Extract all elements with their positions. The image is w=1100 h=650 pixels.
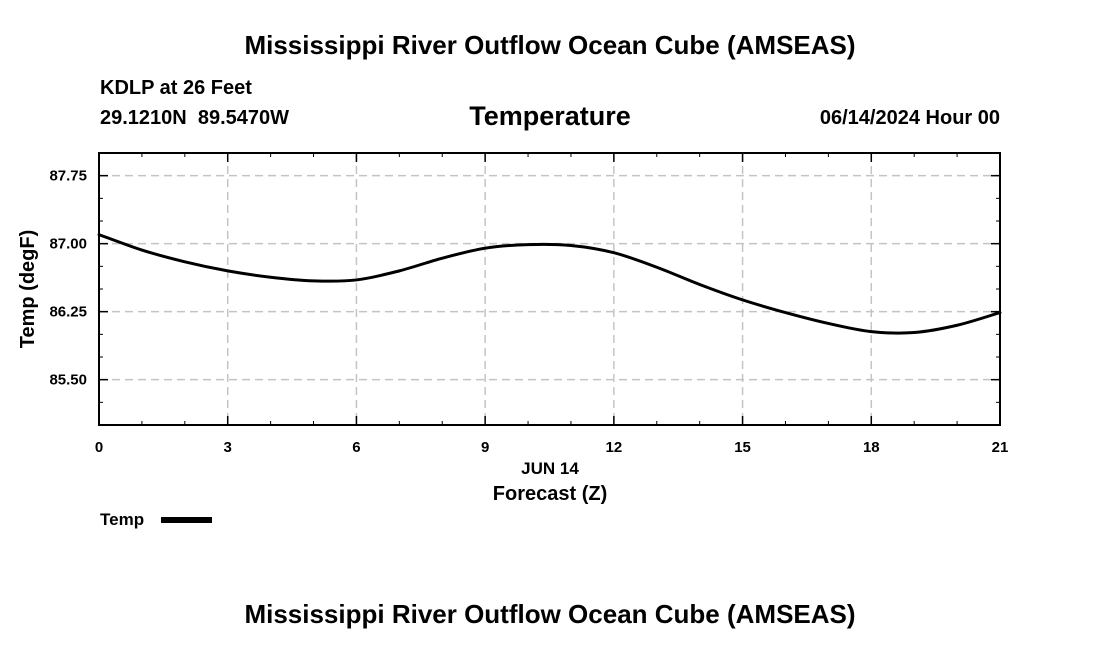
x-tick-label: 18 [863, 439, 880, 456]
coordinates-label: 29.1210N 89.5470W [100, 107, 290, 129]
station-label: KDLP at 26 Feet [100, 77, 252, 99]
y-tick-label: 87.00 [49, 236, 87, 253]
x-tick-label: 3 [224, 439, 232, 456]
main-title: Mississippi River Outflow Ocean Cube (AM… [244, 30, 856, 60]
series-line-temp [97, 233, 1002, 335]
y-axis-label: Temp (degF) [17, 230, 39, 349]
x-tick-label: 21 [992, 439, 1009, 456]
y-axis-ticks: 85.50 86.25 87.00 87.75 [49, 168, 1000, 389]
x-axis-ticks: 0 3 6 9 12 15 18 21 [95, 153, 1009, 456]
minor-ticks [99, 153, 1000, 425]
x-axis-label: Forecast (Z) [493, 483, 607, 505]
y-tick-label: 87.75 [49, 168, 87, 185]
footer-title: Mississippi River Outflow Ocean Cube (AM… [244, 599, 856, 629]
x-tick-label: 6 [352, 439, 360, 456]
legend-label-temp: Temp [100, 510, 144, 529]
grid-lines [99, 153, 1000, 425]
x-tick-label: 12 [606, 439, 623, 456]
y-tick-label: 85.50 [49, 372, 87, 389]
datetime-label: 06/14/2024 Hour 00 [819, 107, 1000, 129]
series-layer [97, 233, 1002, 335]
plot-frame [98, 152, 1001, 426]
variable-title: Temperature [469, 101, 631, 131]
x-axis-sublabel: JUN 14 [521, 459, 579, 478]
y-tick-label: 86.25 [49, 304, 87, 321]
x-tick-label: 15 [734, 439, 751, 456]
x-tick-label: 0 [95, 439, 103, 456]
legend: Temp [100, 510, 212, 529]
x-tick-label: 9 [481, 439, 489, 456]
